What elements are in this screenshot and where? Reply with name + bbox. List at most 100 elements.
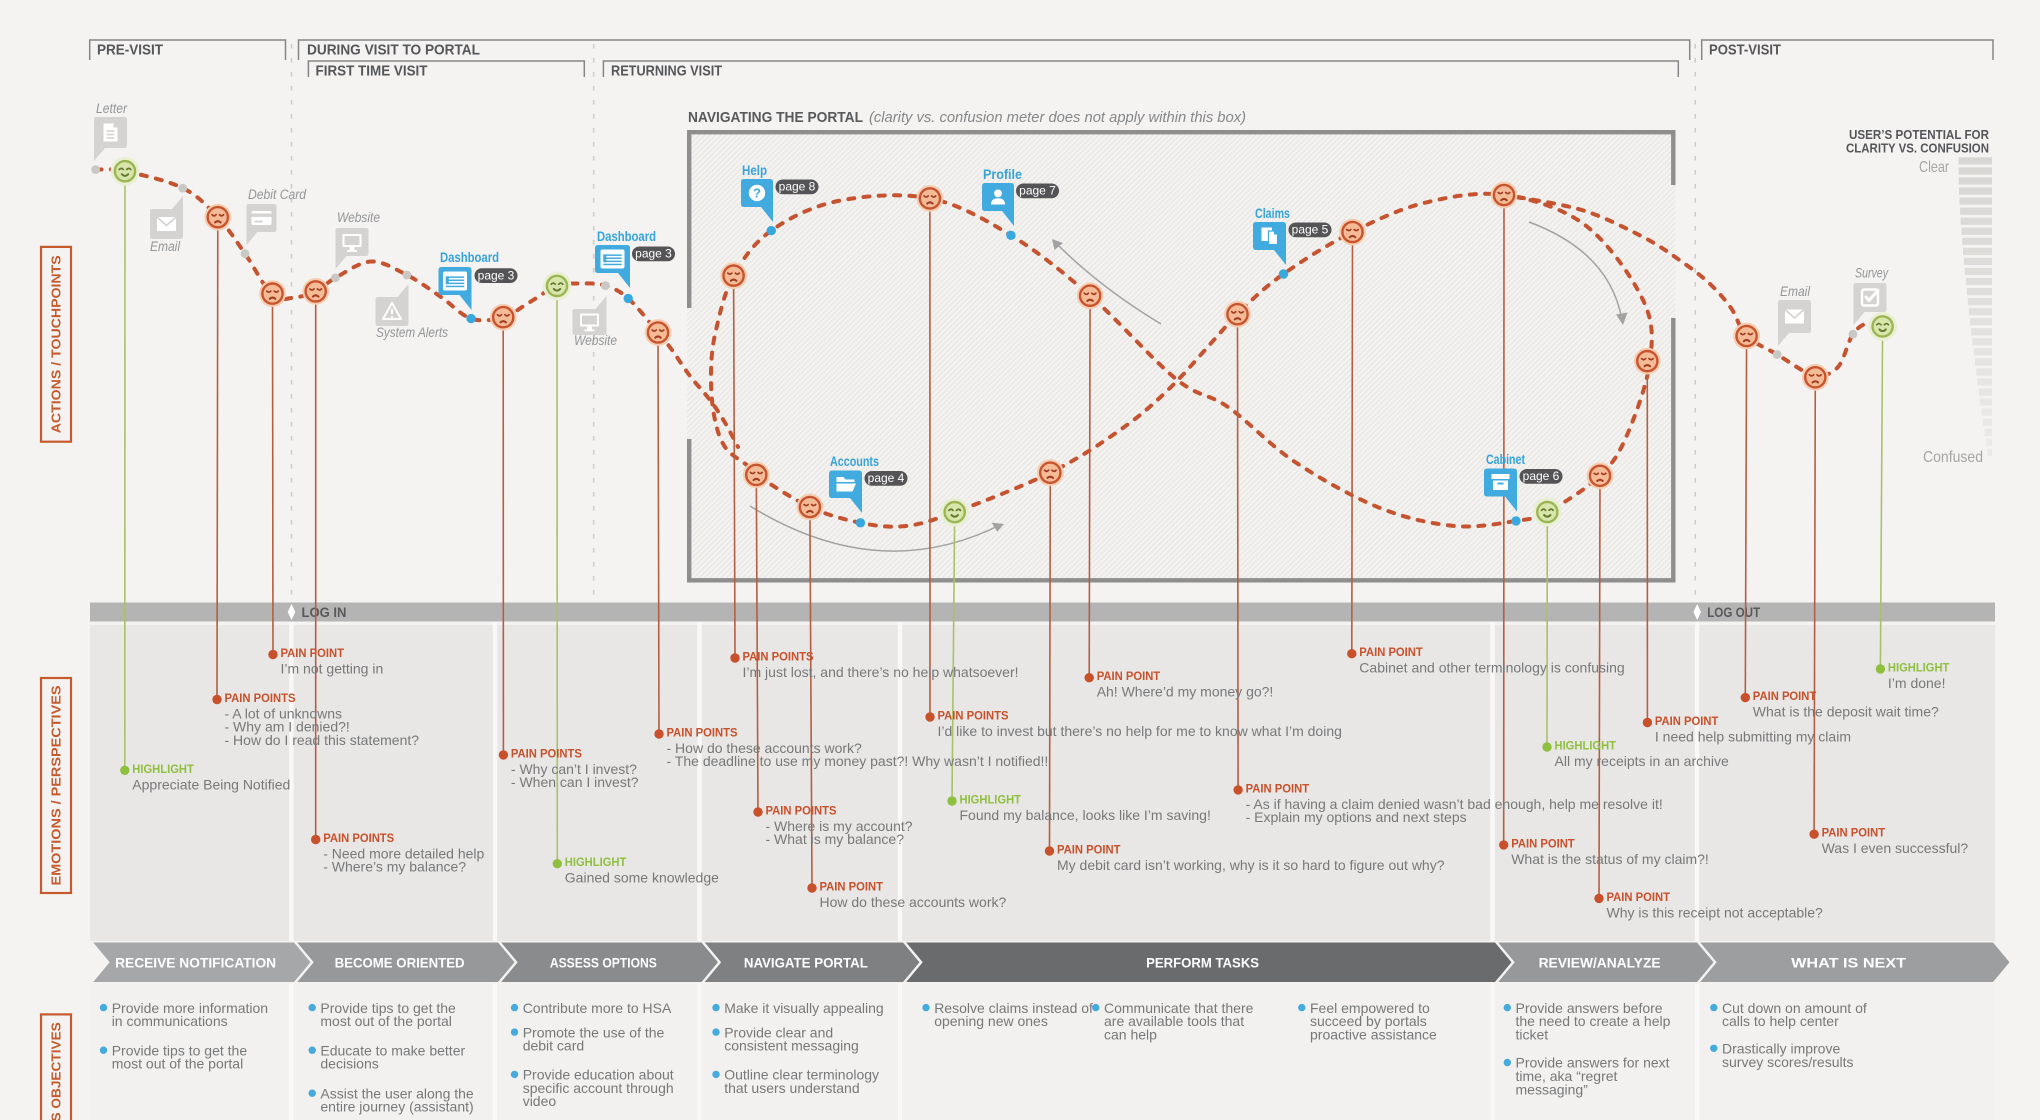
svg-text:?: ? [753, 186, 761, 201]
svg-text:HIGHLIGHT: HIGHLIGHT [960, 795, 1022, 807]
svg-text:Appreciate Being Notified: Appreciate Being Notified [132, 776, 290, 792]
svg-text:HIGHLIGHT: HIGHLIGHT [565, 857, 627, 869]
svg-text:All my receipts in an archive: All my receipts in an archive [1555, 753, 1730, 769]
svg-text:Outline clear terminology: Outline clear terminology [724, 1067, 879, 1083]
svg-text:- How do these accounts work?: - How do these accounts work? [667, 740, 863, 756]
svg-text:PAIN POINT: PAIN POINT [1246, 783, 1310, 795]
svg-text:Profile: Profile [983, 167, 1022, 182]
svg-text:proactive assistance: proactive assistance [1310, 1026, 1437, 1042]
svg-text:- Why can’t I invest?: - Why can’t I invest? [511, 761, 637, 777]
svg-text:HIGHLIGHT: HIGHLIGHT [1888, 663, 1950, 675]
svg-text:Cabinet and other terminology: Cabinet and other terminology is confusi… [1359, 660, 1624, 676]
svg-text:Communicate that there: Communicate that there [1104, 1000, 1254, 1016]
svg-text:PAIN POINTS: PAIN POINTS [766, 806, 837, 818]
svg-text:most out of the portal: most out of the portal [112, 1056, 244, 1072]
svg-text:PAIN POINTS: PAIN POINTS [743, 652, 814, 664]
svg-text:page 5: page 5 [1292, 223, 1329, 237]
svg-text:EMOTIONS / PERSPECTIVES: EMOTIONS / PERSPECTIVES [49, 685, 64, 885]
svg-text:Clear: Clear [1919, 159, 1950, 176]
svg-text:USER’S POTENTIAL FOR: USER’S POTENTIAL FOR [1849, 127, 1990, 142]
svg-text:RETURNING VISIT: RETURNING VISIT [611, 63, 722, 80]
svg-text:PAIN POINTS: PAIN POINTS [667, 728, 738, 740]
svg-text:CLARITY VS. CONFUSION: CLARITY VS. CONFUSION [1846, 141, 1989, 156]
svg-text:- Need more detailed help: - Need more detailed help [323, 846, 484, 862]
svg-text:- When can I invest?: - When can I invest? [511, 774, 639, 790]
svg-text:page 3: page 3 [478, 268, 515, 282]
svg-text:calls to help center: calls to help center [1722, 1013, 1839, 1029]
svg-text:BUSINESS OBJECTIVES: BUSINESS OBJECTIVES [49, 1022, 64, 1120]
svg-text:Accounts: Accounts [830, 454, 879, 469]
svg-text:Assist the user along the: Assist the user along the [320, 1085, 474, 1101]
svg-text:System Alerts: System Alerts [376, 325, 448, 340]
svg-text:PAIN POINT: PAIN POINT [281, 648, 345, 660]
svg-text:ACTIONS / TOUCHPOINTS: ACTIONS / TOUCHPOINTS [49, 255, 64, 433]
svg-text:page 8: page 8 [779, 180, 816, 194]
svg-text:Gained some knowledge: Gained some knowledge [565, 870, 719, 886]
svg-text:(clarity vs. confusion meter d: (clarity vs. confusion meter does not ap… [869, 109, 1246, 126]
svg-text:page 4: page 4 [868, 471, 905, 485]
svg-text:PRE-VISIT: PRE-VISIT [97, 42, 163, 59]
svg-text:I’m not getting in: I’m not getting in [281, 661, 384, 677]
svg-text:most out of the portal: most out of the portal [320, 1013, 452, 1029]
svg-text:page 3: page 3 [635, 247, 672, 261]
svg-text:that users understand: that users understand [724, 1080, 859, 1096]
svg-text:Promote the use of the: Promote the use of the [523, 1024, 665, 1040]
svg-text:PAIN POINT: PAIN POINT [1753, 691, 1817, 703]
svg-text:Cabinet: Cabinet [1486, 452, 1525, 467]
svg-text:PERFORM TASKS: PERFORM TASKS [1146, 955, 1259, 971]
svg-text:- The deadline to use my money: - The deadline to use my money past?! Wh… [667, 753, 1049, 769]
svg-text:Letter: Letter [96, 101, 127, 116]
svg-text:Help: Help [742, 163, 767, 178]
svg-text:Provide more information: Provide more information [112, 1000, 268, 1016]
svg-text:PAIN POINT: PAIN POINT [1511, 838, 1575, 850]
svg-text:- Where’s my balance?: - Where’s my balance? [323, 859, 466, 875]
svg-text:POST-VISIT: POST-VISIT [1709, 42, 1781, 59]
svg-text:LOG OUT: LOG OUT [1707, 604, 1760, 620]
svg-text:Resolve claims instead of: Resolve claims instead of [934, 1000, 1093, 1016]
svg-text:LOG IN: LOG IN [302, 604, 347, 620]
svg-text:PAIN POINT: PAIN POINT [1655, 716, 1719, 728]
svg-text:Contribute more to HSA: Contribute more to HSA [523, 1000, 672, 1016]
svg-text:Was I even successful?: Was I even successful? [1822, 840, 1969, 856]
svg-text:Why is this receipt not accept: Why is this receipt not acceptable? [1607, 904, 1824, 920]
svg-text:Dashboard: Dashboard [440, 250, 499, 265]
svg-text:consistent messaging: consistent messaging [724, 1038, 859, 1054]
svg-text:Drastically improve: Drastically improve [1722, 1041, 1840, 1057]
svg-text:PAIN POINT: PAIN POINT [1359, 647, 1423, 659]
svg-text:entire journey (assistant): entire journey (assistant) [320, 1099, 473, 1115]
svg-text:I’m done!: I’m done! [1888, 675, 1946, 691]
svg-text:Ah! Where’d my money go?!: Ah! Where’d my money go?! [1097, 684, 1274, 700]
svg-text:Provide answers for next: Provide answers for next [1516, 1055, 1670, 1071]
svg-text:RECEIVE NOTIFICATION: RECEIVE NOTIFICATION [115, 955, 276, 971]
svg-text:PAIN POINTS: PAIN POINTS [511, 748, 582, 760]
svg-text:FIRST TIME VISIT: FIRST TIME VISIT [316, 63, 428, 80]
svg-text:Email: Email [150, 239, 181, 254]
svg-text:PAIN POINTS: PAIN POINTS [225, 693, 296, 705]
svg-text:HIGHLIGHT: HIGHLIGHT [132, 764, 194, 776]
svg-text:can help: can help [1104, 1026, 1157, 1042]
svg-text:NAVIGATING THE PORTAL: NAVIGATING THE PORTAL [688, 109, 863, 126]
svg-text:I’m just lost, and there’s no: I’m just lost, and there’s no help whats… [743, 664, 1019, 680]
svg-text:Confused: Confused [1923, 449, 1983, 466]
svg-text:Website: Website [574, 333, 617, 348]
svg-text:How do these accounts work?: How do these accounts work? [820, 894, 1007, 910]
svg-text:BECOME ORIENTED: BECOME ORIENTED [335, 955, 465, 971]
svg-text:opening new ones: opening new ones [934, 1013, 1048, 1029]
svg-text:I need help submitting my clai: I need help submitting my claim [1655, 729, 1851, 745]
svg-text:PAIN POINT: PAIN POINT [820, 882, 884, 894]
svg-text:- Explain my options and next: - Explain my options and next steps [1246, 809, 1467, 825]
svg-text:Found my balance, looks like I: Found my balance, looks like I’m saving! [960, 807, 1211, 823]
svg-text:- As if having a claim denied: - As if having a claim denied wasn’t bad… [1246, 796, 1663, 812]
svg-text:- A lot of unknowns: - A lot of unknowns [225, 706, 343, 722]
svg-text:survey scores/results: survey scores/results [1722, 1054, 1853, 1070]
svg-text:Provide tips to get the: Provide tips to get the [112, 1042, 248, 1058]
svg-text:PAIN POINTS: PAIN POINTS [323, 833, 394, 845]
svg-text:- Why am I denied?!: - Why am I denied?! [225, 719, 350, 735]
svg-text:PAIN POINT: PAIN POINT [1097, 671, 1161, 683]
svg-text:in communications: in communications [112, 1013, 228, 1029]
svg-text:decisions: decisions [320, 1056, 378, 1072]
svg-text:Provide tips to get the: Provide tips to get the [320, 1000, 456, 1016]
svg-text:PAIN POINT: PAIN POINT [1057, 845, 1121, 857]
svg-text:Feel empowered to: Feel empowered to [1310, 1000, 1430, 1016]
svg-text:Claims: Claims [1255, 206, 1290, 221]
